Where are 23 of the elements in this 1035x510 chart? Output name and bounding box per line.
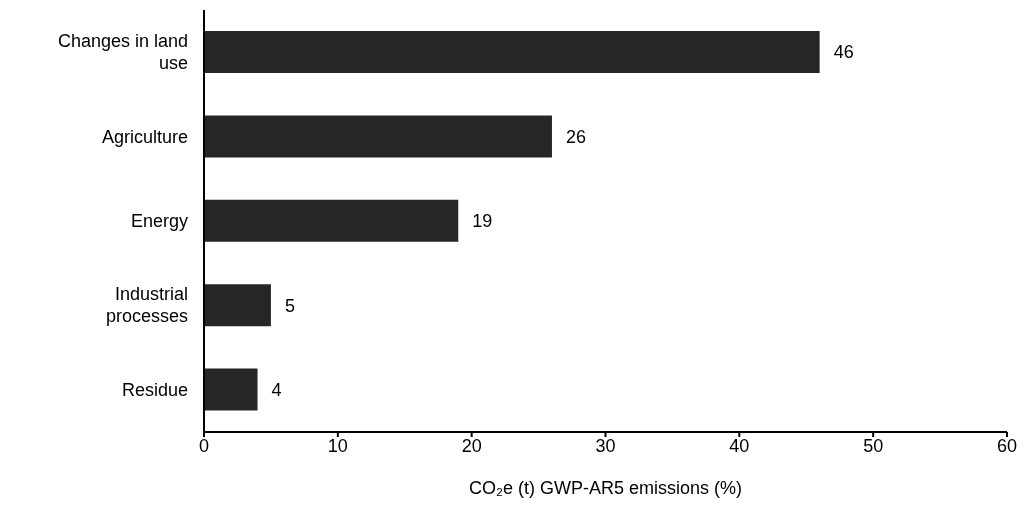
y-tick-label: Industrial processes <box>105 284 188 327</box>
data-label: 5 <box>284 295 295 316</box>
bar <box>204 199 459 242</box>
data-label: 4 <box>271 379 282 400</box>
x-axis-title: CO₂e (t) GWP-AR5 emissions (%) <box>468 478 743 499</box>
bar <box>204 115 552 158</box>
data-label: 26 <box>565 126 586 147</box>
x-tick-label: 0 <box>198 435 210 456</box>
bar <box>204 31 820 73</box>
bar <box>204 284 271 327</box>
y-tick-label: Energy <box>130 211 188 231</box>
y-tick-label: Changes in land use <box>57 31 188 74</box>
y-tick-label: Agriculture <box>101 126 188 147</box>
x-tick-label: 30 <box>595 435 616 456</box>
x-tick-label: 60 <box>996 435 1018 456</box>
x-tick-label: 40 <box>729 435 750 456</box>
data-label: 46 <box>833 42 854 63</box>
x-tick-label: 20 <box>461 435 482 456</box>
x-tick-label: 10 <box>327 435 348 456</box>
data-label: 19 <box>472 211 493 232</box>
y-tick-label: Residue <box>121 379 188 400</box>
x-tick-label: 50 <box>863 435 884 456</box>
bar <box>204 368 258 411</box>
